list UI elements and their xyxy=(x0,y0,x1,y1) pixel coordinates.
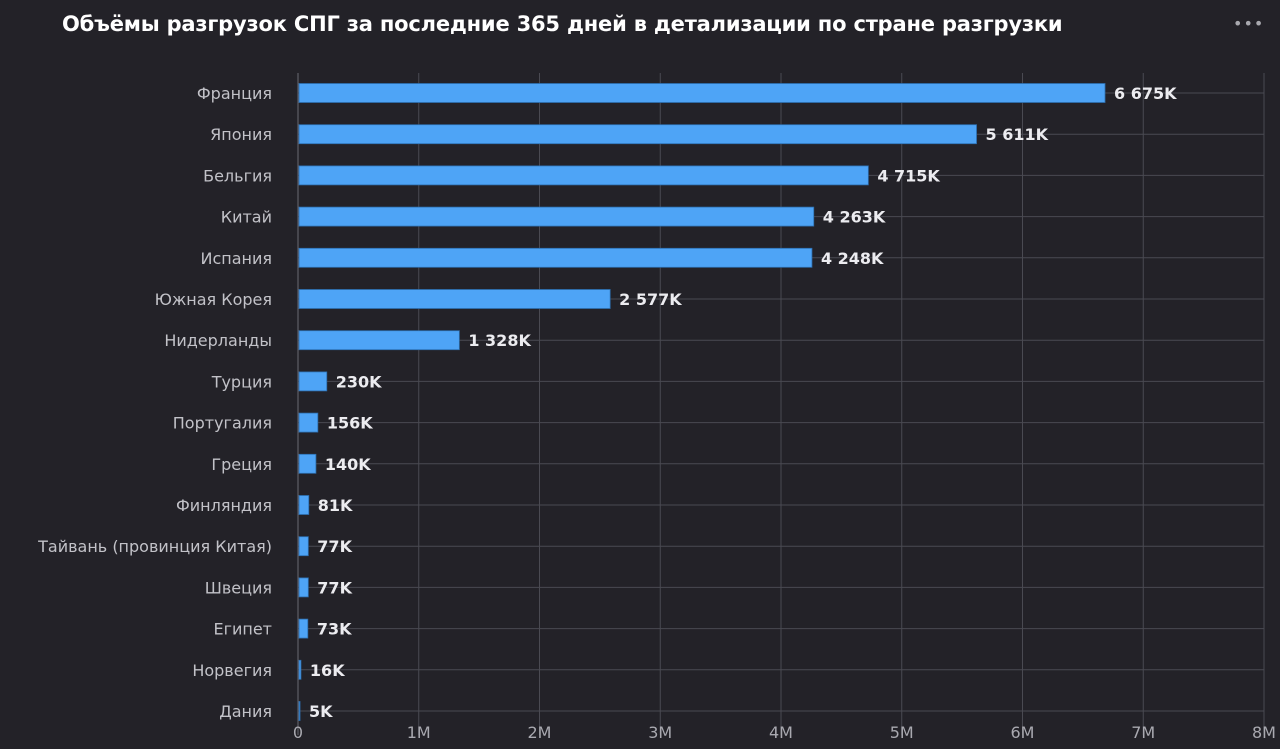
bar xyxy=(298,83,1106,103)
bar xyxy=(298,618,309,639)
chart-title: Объёмы разгрузок СПГ за последние 365 дн… xyxy=(62,12,1063,36)
data-label: 16K xyxy=(310,661,345,680)
bar xyxy=(298,659,302,680)
data-label: 4 263K xyxy=(823,208,886,227)
bar xyxy=(298,453,317,474)
category-label: Греция xyxy=(211,455,272,474)
data-label: 73K xyxy=(317,620,352,639)
x-tick-label: 3M xyxy=(648,723,672,742)
data-label: 1 328K xyxy=(468,331,531,350)
data-label: 140K xyxy=(325,455,371,474)
data-label: 4 715K xyxy=(877,166,940,185)
category-label: Швеция xyxy=(205,578,272,597)
x-tick-label: 1M xyxy=(407,723,431,742)
data-label: 5K xyxy=(309,702,333,721)
bar xyxy=(298,165,869,186)
bar xyxy=(298,371,328,392)
bar xyxy=(298,495,310,515)
category-label: Турция xyxy=(211,372,272,391)
category-label: Норвегия xyxy=(192,661,272,680)
data-label: 77K xyxy=(317,537,352,556)
x-tick-label: 6M xyxy=(1011,723,1035,742)
category-label: Испания xyxy=(200,249,272,268)
bar xyxy=(298,247,813,268)
data-label: 6 675K xyxy=(1114,84,1177,103)
category-label: Нидерланды xyxy=(164,331,272,350)
data-label: 5 611K xyxy=(986,125,1049,144)
category-label: Португалия xyxy=(173,414,272,433)
x-tick-label: 7M xyxy=(1131,723,1155,742)
category-label: Финляндия xyxy=(176,496,272,515)
bar xyxy=(298,289,611,309)
bar xyxy=(298,412,319,433)
data-label: 230K xyxy=(336,372,382,391)
category-label: Египет xyxy=(213,620,272,639)
x-tick-label: 8M xyxy=(1252,723,1276,742)
x-tick-label: 5M xyxy=(890,723,914,742)
category-label: Дания xyxy=(219,702,272,721)
x-tick-label: 2M xyxy=(528,723,552,742)
bar xyxy=(298,124,977,145)
category-label: Китай xyxy=(221,208,272,227)
category-label: Южная Корея xyxy=(155,290,272,309)
x-tick-label: 0 xyxy=(293,723,303,742)
category-label: Франция xyxy=(197,84,272,103)
data-label: 2 577K xyxy=(619,290,682,309)
category-label: Бельгия xyxy=(203,166,272,185)
bar xyxy=(298,577,309,598)
data-label: 81K xyxy=(318,496,353,515)
category-label: Япония xyxy=(210,125,272,144)
category-label: Тайвань (провинция Китая) xyxy=(37,537,272,556)
more-horizontal-icon[interactable]: ••• xyxy=(1233,14,1265,33)
bar xyxy=(298,701,301,721)
bar xyxy=(298,330,460,351)
x-tick-label: 4M xyxy=(769,723,793,742)
data-label: 77K xyxy=(317,578,352,597)
bar xyxy=(298,206,815,227)
data-label: 4 248K xyxy=(821,249,884,268)
data-label: 156K xyxy=(327,414,373,433)
bar xyxy=(298,536,309,557)
